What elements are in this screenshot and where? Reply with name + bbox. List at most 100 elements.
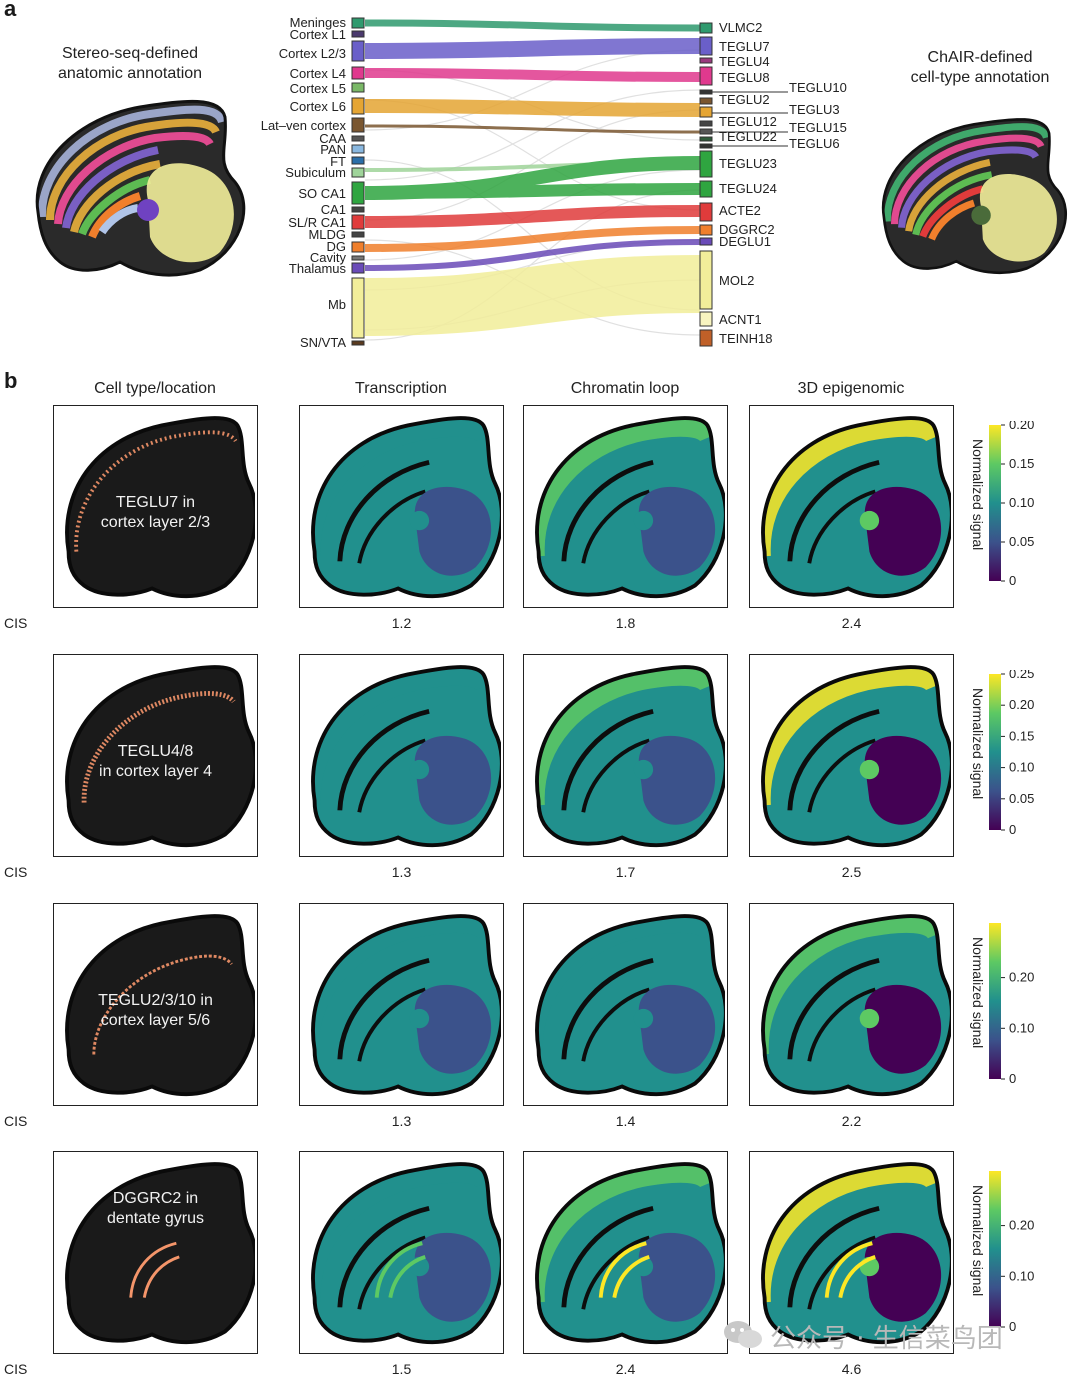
region-label: Cortex L5 bbox=[290, 81, 346, 96]
colorbar-tick-label: 0.20 bbox=[1009, 697, 1034, 712]
cis-score: 2.4 bbox=[841, 615, 862, 631]
cis-score: 2.4 bbox=[615, 1361, 636, 1377]
celltype-label: TEGLU23 bbox=[719, 156, 777, 171]
left-nodes bbox=[351, 17, 365, 346]
label-line: TEGLU7 in bbox=[115, 494, 196, 511]
left-region-labels: Meninges Cortex L1 Cortex L2/3 Cortex L4… bbox=[261, 15, 347, 350]
celltype-label: TEGLU12 bbox=[719, 114, 777, 129]
cis-score: 2.5 bbox=[841, 864, 862, 880]
left-title-line-2: anatomic annotation bbox=[57, 65, 203, 82]
region-label: MLDG bbox=[308, 227, 346, 242]
colorbar-tick-label: 0 bbox=[1009, 1319, 1016, 1334]
celltype-location-panel bbox=[53, 903, 258, 1106]
colorbar-tick-label: 0.15 bbox=[1009, 456, 1034, 471]
colorbar-tick-label: 0.10 bbox=[1009, 1020, 1034, 1035]
region-label: Cortex L4 bbox=[290, 66, 346, 81]
region-label: SL/R CA1 bbox=[288, 215, 346, 230]
celltype-label: VLMC2 bbox=[719, 20, 762, 35]
colorbar: 0.20 0.10 0 bbox=[989, 1171, 1034, 1334]
column-header-transcription: Transcription bbox=[355, 380, 447, 397]
celltype-location-panel bbox=[53, 1151, 258, 1354]
celltype-label: TEGLU3 bbox=[789, 102, 840, 117]
celltype-label: TEGLU7 bbox=[719, 39, 770, 54]
celltype-label: TEGLU2 bbox=[719, 92, 770, 107]
colorbar: 0.20 0.15 0.10 0.05 0 bbox=[989, 421, 1034, 588]
colorbar-tick-label: 0.20 bbox=[1009, 421, 1034, 432]
signal-map-panel bbox=[749, 405, 954, 608]
label-line: cortex layer 5/6 bbox=[100, 1012, 211, 1029]
signal-map-panel bbox=[523, 654, 728, 857]
colorbar-tick-label: 0 bbox=[1009, 573, 1016, 588]
celltype-location-label: TEGLU2/3/10 in cortex layer 5/6 bbox=[63, 991, 248, 1031]
colorbar-tick-label: 0.20 bbox=[1009, 1218, 1034, 1233]
cis-score: 2.2 bbox=[841, 1113, 862, 1129]
region-label: CAA bbox=[319, 131, 346, 146]
right-nodes bbox=[699, 22, 713, 347]
region-label: Cortex L2/3 bbox=[279, 46, 346, 61]
column-header-chromatin-loop: Chromatin loop bbox=[570, 380, 680, 397]
signal-map-panel bbox=[299, 654, 504, 857]
colorbar-title: Normalized signal bbox=[970, 439, 986, 551]
celltype-location-panel bbox=[53, 405, 258, 608]
cis-score: 4.6 bbox=[841, 1361, 862, 1377]
region-label: SN/VTA bbox=[300, 335, 346, 350]
celltype-label: DGGRC2 bbox=[719, 222, 775, 237]
label-line: DGGRC2 in bbox=[112, 1190, 199, 1207]
colorbar-tick-label: 0.15 bbox=[1009, 728, 1034, 743]
alluvial-diagram: Meninges Cortex L1 Cortex L2/3 Cortex L4… bbox=[261, 15, 847, 350]
watermark: 公众号 · 生信菜鸟团 bbox=[770, 1324, 1003, 1354]
celltype-label: TEGLU6 bbox=[789, 136, 840, 151]
signal-map-panel bbox=[299, 1151, 504, 1354]
cis-label: CIS bbox=[4, 1113, 28, 1129]
region-label: Cortex L1 bbox=[290, 27, 346, 42]
panel-a-letter: a bbox=[4, 0, 17, 21]
celltype-label: TEGLU15 bbox=[789, 120, 847, 135]
anatomic-brain-image bbox=[35, 99, 246, 277]
celltype-location-panel bbox=[53, 654, 258, 857]
colorbar: 0.25 0.20 0.15 0.10 0.05 0 bbox=[989, 670, 1034, 837]
region-label: DG bbox=[327, 239, 347, 254]
cis-label: CIS bbox=[4, 864, 28, 880]
region-label: Lat–ven cortex bbox=[261, 118, 347, 133]
region-label: Cortex L6 bbox=[290, 99, 346, 114]
cis-score: 1.8 bbox=[615, 615, 636, 631]
celltype-label: TEGLU24 bbox=[719, 181, 777, 196]
region-label: Cavity bbox=[310, 250, 347, 265]
celltype-label: TEGLU22 bbox=[719, 129, 777, 144]
cis-score: 1.2 bbox=[391, 615, 412, 631]
right-title-line-1: ChAIR-defined bbox=[927, 49, 1033, 66]
colorbar-title: Normalized signal bbox=[970, 688, 986, 800]
column-header-celltype: Cell type/location bbox=[94, 380, 216, 397]
colorbar-tick-label: 0.10 bbox=[1009, 495, 1034, 510]
left-annotation-title: Stereo-seq-defined anatomic annotation bbox=[30, 44, 230, 84]
colorbar-title: Normalized signal bbox=[970, 1185, 986, 1297]
celltype-label: ACNT1 bbox=[719, 312, 762, 327]
signal-map-panel bbox=[749, 1151, 954, 1354]
region-label: CA1 bbox=[321, 202, 346, 217]
label-line: TEGLU4/8 bbox=[117, 743, 194, 760]
cis-score: 1.7 bbox=[615, 864, 636, 880]
colorbar-tick-label: 0.25 bbox=[1009, 670, 1034, 681]
signal-map-panel bbox=[749, 654, 954, 857]
celltype-label: ACTE2 bbox=[719, 203, 761, 218]
cis-score: 1.5 bbox=[391, 1361, 412, 1377]
colorbar-tick-label: 0.20 bbox=[1009, 970, 1034, 985]
label-line: dentate gyrus bbox=[107, 1210, 204, 1227]
colorbar: 0.20 0.10 0 bbox=[989, 923, 1034, 1086]
label-line: cortex layer 2/3 bbox=[100, 514, 211, 531]
celltype-label: DEGLU1 bbox=[719, 234, 771, 249]
region-label: FT bbox=[330, 154, 346, 169]
celltype-label: TEGLU4 bbox=[719, 54, 770, 69]
celltype-brain-image bbox=[881, 118, 1067, 275]
celltype-location-label: DGGRC2 in dentate gyrus bbox=[63, 1189, 248, 1229]
colored-links bbox=[364, 19, 701, 336]
colorbar-tick-label: 0.05 bbox=[1009, 791, 1034, 806]
cis-score: 1.3 bbox=[391, 864, 412, 880]
column-header-3d-epigenomic: 3D epigenomic bbox=[797, 380, 905, 397]
left-title-line-1: Stereo-seq-defined bbox=[61, 45, 199, 62]
signal-map-panel bbox=[299, 903, 504, 1106]
colorbar-tick-label: 0.05 bbox=[1009, 534, 1034, 549]
label-line: TEGLU2/3/10 in bbox=[98, 992, 213, 1009]
signal-map-panel bbox=[299, 405, 504, 608]
celltype-label: TEINH18 bbox=[719, 331, 772, 346]
